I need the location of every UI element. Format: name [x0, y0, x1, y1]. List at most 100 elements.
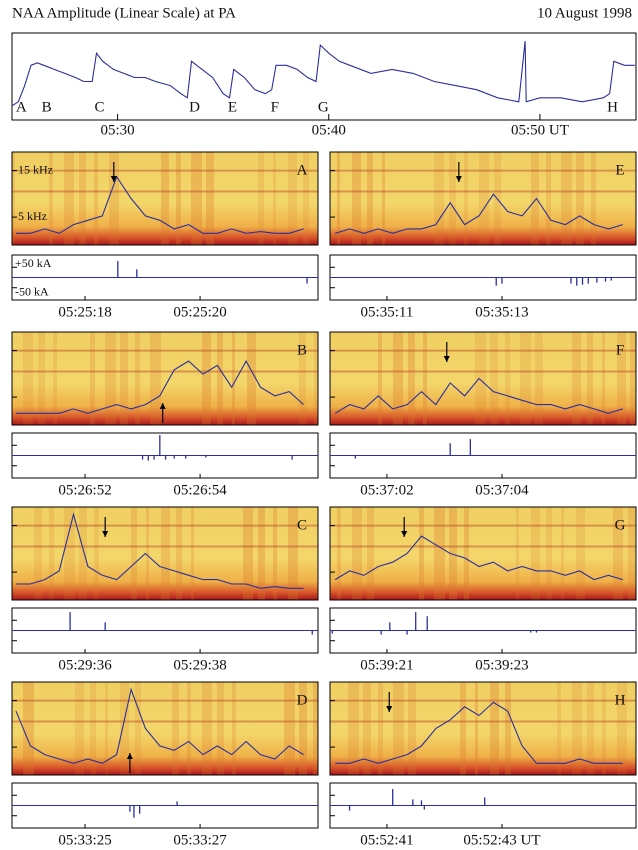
panel-frame	[329, 151, 637, 246]
spectrogram-streak	[587, 682, 594, 775]
vlf-trace	[16, 359, 304, 414]
spectrogram-streak	[393, 682, 404, 775]
panel-frame	[11, 151, 319, 246]
spectrogram-streak	[232, 332, 235, 425]
spectrogram-streak	[602, 682, 606, 775]
event-arrowhead	[386, 706, 393, 712]
spectrogram-streak	[546, 152, 551, 245]
spectrogram-streak	[546, 507, 552, 600]
spectrogram-streak	[561, 152, 572, 245]
spectrogram-streak	[75, 682, 84, 775]
spectrogram-streak	[602, 332, 605, 425]
spectrogram-streak	[628, 507, 635, 600]
spectrogram-streak	[520, 332, 531, 425]
x-tick-label: 05:33:25	[58, 832, 111, 848]
panel-letter: G	[615, 517, 626, 533]
panel-letter: B	[297, 342, 307, 358]
x-tick-label: 05:52:41	[360, 832, 413, 848]
spectrogram-streak	[449, 152, 456, 245]
event-letter: E	[228, 99, 237, 115]
vlf-trace	[16, 512, 304, 589]
spectrogram-streak	[34, 507, 42, 600]
event-letter: D	[189, 99, 200, 115]
spectrogram-streak	[206, 152, 214, 245]
spectrogram-streak	[352, 507, 362, 600]
spectrogram-streak	[131, 507, 137, 600]
spectrogram-streak	[378, 682, 383, 775]
spectrogram-streak	[348, 682, 359, 775]
spectrogram-streak	[423, 332, 427, 425]
spectrogram-streak	[617, 682, 627, 775]
spectrogram-streak	[161, 507, 170, 600]
spectrogram-streak	[232, 682, 236, 775]
spectrogram-streak	[161, 152, 169, 245]
spectrogram-streak	[258, 152, 264, 245]
panel-letter: A	[297, 162, 308, 178]
spectrogram-streak	[337, 507, 341, 600]
spectrogram-streak	[313, 682, 318, 775]
spectrogram	[12, 507, 318, 600]
spectrogram-streak	[90, 682, 96, 775]
spectrogram-streak	[303, 152, 309, 245]
spectrogram-streak	[202, 332, 211, 425]
panel-letter: D	[297, 692, 308, 708]
spectrogram-streak	[191, 152, 202, 245]
spectrogram-streak	[505, 682, 511, 775]
spectrogram-streak	[367, 152, 373, 245]
spectrogram-streak	[23, 332, 33, 425]
panel-letter: E	[615, 162, 624, 178]
spectrogram-streak	[613, 507, 623, 600]
event-letter: F	[271, 99, 279, 115]
vlf-trace	[335, 701, 623, 764]
spectrogram-streak	[378, 332, 382, 425]
panel-frame	[11, 681, 319, 776]
spectrogram	[12, 682, 318, 775]
spectrogram-streak	[363, 682, 371, 775]
spectrogram-streak	[434, 152, 444, 245]
vlf-trace	[334, 535, 623, 581]
x-tick-label: 05:35:13	[475, 304, 528, 320]
panel-letter: H	[615, 692, 626, 708]
chart-date: 10 August 1998	[537, 5, 632, 21]
spectrogram-streak	[419, 507, 424, 600]
x-tick-label: 05:30	[100, 122, 134, 138]
spectrogram-streak	[94, 507, 99, 600]
spectrogram-streak	[146, 507, 149, 600]
spectrogram-streak	[490, 682, 499, 775]
stroke-tick-label: -50 kA	[15, 284, 49, 298]
spectrogram-streak	[187, 682, 191, 775]
spectrogram	[12, 332, 318, 425]
event-arrowhead	[126, 753, 133, 759]
spectrogram-streak	[64, 152, 74, 245]
panel-frame	[329, 681, 637, 776]
spectrogram-streak	[561, 507, 564, 600]
spectrogram-streak	[449, 507, 457, 600]
spectrogram-streak	[109, 152, 119, 245]
spectrogram-streak	[135, 682, 141, 775]
spectrogram-streak	[79, 507, 87, 600]
spectrogram-streak	[53, 332, 57, 425]
panel-frame	[329, 506, 637, 601]
x-tick-label: 05:50 UT	[511, 122, 569, 138]
vlf-trace	[16, 175, 304, 234]
spectrogram-streak	[64, 507, 75, 600]
spectrogram-streak	[120, 332, 128, 425]
amplitude-line	[11, 40, 635, 107]
x-tick-label: 05:26:54	[173, 482, 227, 498]
vlf-trace	[335, 193, 623, 234]
spectrogram-streak	[531, 507, 540, 600]
spectrogram-streak	[460, 682, 466, 775]
spectrogram-streak	[105, 682, 108, 775]
spectrogram-streak	[150, 332, 161, 425]
spectrogram-streak	[408, 682, 416, 775]
vlf-trace	[334, 377, 623, 414]
spectrogram-streak	[284, 682, 295, 775]
spectrogram-streak	[258, 507, 265, 600]
spectrogram-streak	[535, 332, 543, 425]
x-tick-label: 05:40	[312, 122, 346, 138]
event-letter: G	[318, 99, 329, 115]
spectrogram-streak	[94, 152, 98, 245]
x-tick-label: 05:39:21	[360, 657, 413, 673]
spectrogram-streak	[505, 332, 510, 425]
